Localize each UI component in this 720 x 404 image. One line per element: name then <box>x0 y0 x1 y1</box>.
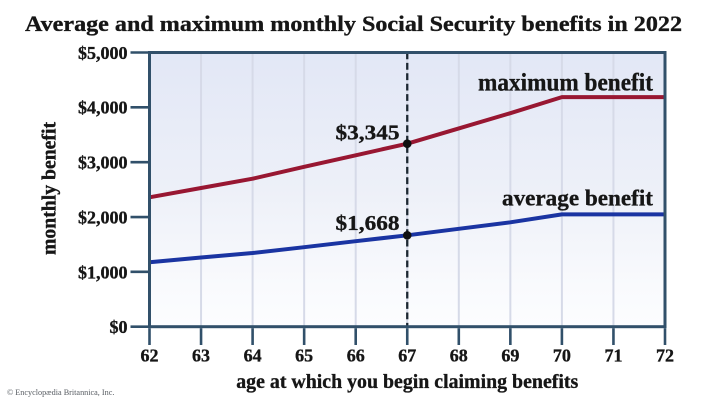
svg-text:62: 62 <box>141 346 159 366</box>
svg-text:$3,000: $3,000 <box>78 153 128 173</box>
svg-text:64: 64 <box>244 346 262 366</box>
svg-text:71: 71 <box>604 346 622 366</box>
svg-text:$1,668: $1,668 <box>336 211 400 235</box>
svg-text:$0: $0 <box>110 317 128 337</box>
svg-text:$5,000: $5,000 <box>78 43 128 63</box>
svg-text:65: 65 <box>295 346 313 366</box>
svg-text:$4,000: $4,000 <box>78 98 128 118</box>
svg-text:69: 69 <box>501 346 519 366</box>
svg-text:$1,000: $1,000 <box>78 262 128 282</box>
svg-text:monthly benefit: monthly benefit <box>40 121 61 255</box>
svg-text:68: 68 <box>450 346 468 366</box>
svg-text:average benefit: average benefit <box>502 186 653 211</box>
svg-text:$3,345: $3,345 <box>336 121 400 145</box>
svg-text:72: 72 <box>656 346 674 366</box>
svg-text:age at which you begin claimin: age at which you begin claiming benefits <box>236 371 578 393</box>
svg-text:Average and maximum monthly So: Average and maximum monthly Social Secur… <box>25 11 682 36</box>
svg-text:$2,000: $2,000 <box>78 207 128 227</box>
svg-text:maximum benefit: maximum benefit <box>478 70 654 97</box>
svg-text:63: 63 <box>192 346 210 366</box>
svg-text:66: 66 <box>347 346 365 366</box>
svg-text:70: 70 <box>553 346 571 366</box>
svg-text:67: 67 <box>398 346 416 366</box>
svg-text:© Encyclopædia Britannica, Inc: © Encyclopædia Britannica, Inc. <box>7 388 114 397</box>
